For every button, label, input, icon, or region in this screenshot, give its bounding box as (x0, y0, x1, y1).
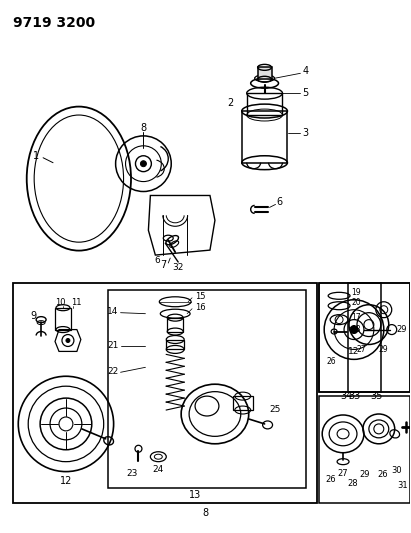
Bar (13, 283, 317, 503)
Text: 27: 27 (338, 469, 349, 478)
Text: 17: 17 (351, 313, 360, 322)
Text: 26: 26 (326, 357, 336, 366)
Text: 14: 14 (107, 307, 119, 316)
Bar (319, 396, 410, 503)
Text: 20: 20 (351, 298, 360, 307)
Bar (166, 340, 184, 350)
Text: 9: 9 (30, 311, 36, 321)
Text: 28: 28 (348, 479, 358, 488)
Text: 33: 33 (348, 391, 360, 401)
Text: 25: 25 (270, 405, 281, 414)
Text: 6: 6 (277, 197, 282, 207)
Text: 7: 7 (160, 260, 166, 270)
Text: 8: 8 (141, 123, 146, 133)
Text: 12: 12 (60, 475, 72, 486)
Text: 10: 10 (55, 298, 65, 307)
Bar (319, 283, 381, 392)
Bar (55, 308, 71, 329)
Text: 31: 31 (397, 481, 408, 490)
Text: 3: 3 (302, 128, 309, 138)
Text: 26: 26 (377, 470, 388, 479)
Text: 16: 16 (195, 303, 206, 312)
Text: 4: 4 (302, 66, 309, 76)
Text: 12: 12 (348, 347, 360, 356)
Bar (319, 283, 410, 392)
Bar (258, 67, 272, 79)
Bar (108, 290, 306, 488)
Text: 24: 24 (153, 465, 164, 474)
Text: 34: 34 (340, 391, 352, 401)
Text: 35: 35 (371, 391, 383, 401)
Text: 11: 11 (71, 298, 81, 307)
Text: 29: 29 (360, 470, 370, 479)
Text: 21: 21 (107, 341, 119, 350)
Text: 8: 8 (202, 508, 208, 518)
Text: 13: 13 (189, 490, 201, 500)
Text: 1: 1 (33, 151, 39, 161)
Text: 6: 6 (155, 255, 160, 264)
Bar (242, 111, 287, 163)
Text: 9719 3200: 9719 3200 (13, 15, 95, 30)
Bar (167, 318, 183, 332)
Text: 15: 15 (195, 292, 206, 301)
Text: 5: 5 (302, 88, 309, 98)
Circle shape (141, 161, 146, 167)
Text: 18: 18 (351, 325, 360, 334)
Text: 2: 2 (228, 98, 234, 108)
Bar (348, 283, 410, 392)
Bar (233, 396, 253, 410)
Text: 30: 30 (391, 466, 402, 475)
Text: 19: 19 (351, 288, 360, 297)
Text: 26: 26 (326, 475, 337, 484)
Bar (247, 93, 282, 115)
Circle shape (66, 338, 70, 343)
Text: 27: 27 (356, 345, 366, 354)
Text: 32: 32 (173, 263, 184, 272)
Text: 22: 22 (107, 367, 119, 376)
Text: 29: 29 (397, 325, 407, 334)
Text: 29: 29 (379, 345, 388, 354)
Circle shape (350, 326, 358, 334)
Text: 23: 23 (127, 469, 138, 478)
